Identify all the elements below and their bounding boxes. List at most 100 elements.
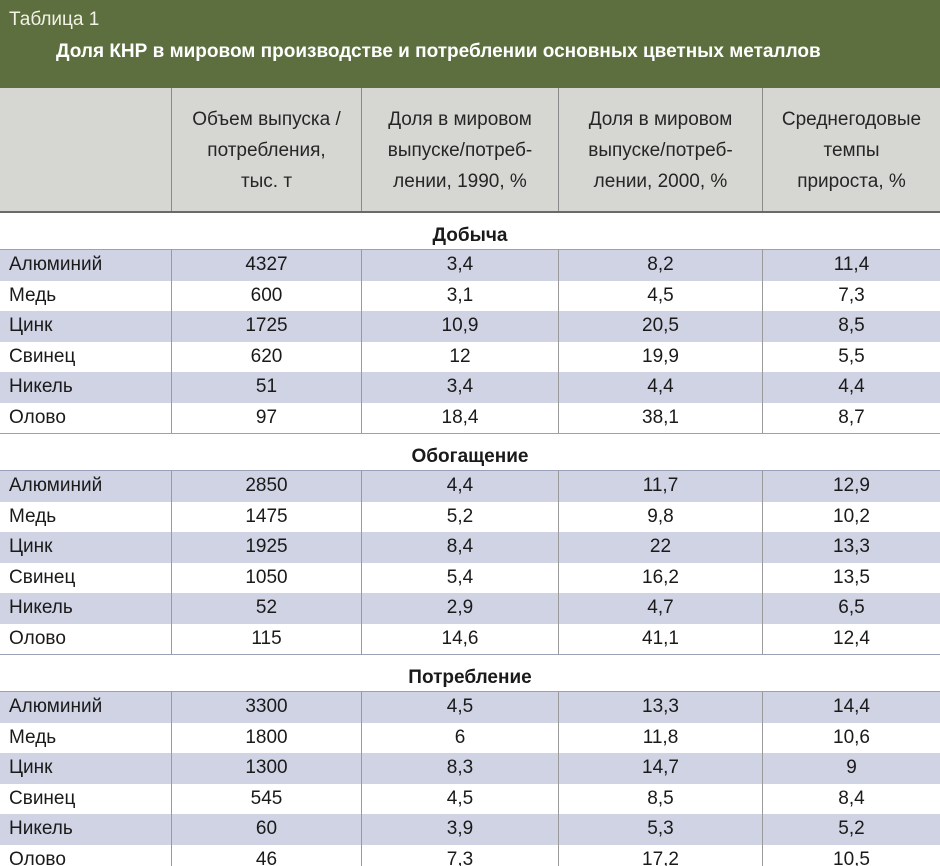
header-cell-volume: Объем выпуска / потребления, тыс. т (192, 108, 341, 192)
cell-share-2000: 4,4 (647, 376, 674, 397)
cell-volume: 4327 (245, 254, 288, 275)
cell-metal: Олово (9, 628, 66, 649)
cell-share-1990: 4,5 (446, 696, 474, 717)
header-divider (361, 88, 362, 212)
header-divider (762, 88, 763, 212)
cell-share-1990: 3,4 (446, 376, 474, 397)
cell-growth-rate: 10,6 (833, 727, 870, 748)
cell-growth-rate: 11,4 (833, 254, 870, 275)
cell-share-2000: 11,7 (642, 475, 679, 496)
cell-volume: 97 (255, 407, 278, 428)
cell-share-1990: 7,3 (446, 849, 474, 866)
cell-share-2000: 9,8 (647, 506, 674, 527)
cell-share-1990: 12 (449, 346, 471, 367)
header-cell-share-2000: Доля в мировом выпуске/потреб- лении, 20… (588, 108, 733, 192)
header-cell-growth-rate: Среднегодовые темпы прироста, % (781, 108, 922, 192)
cell-metal: Алюминий (9, 475, 103, 496)
cell-volume: 2850 (245, 475, 288, 496)
cell-share-1990: 6 (454, 727, 466, 748)
cell-share-2000: 4,7 (647, 597, 674, 618)
cell-share-2000: 16,2 (642, 567, 679, 588)
cell-growth-rate: 6,5 (838, 597, 865, 618)
cell-metal: Олово (9, 849, 66, 866)
table-row: Свинец 620 12 19,9 5,5 (0, 342, 940, 373)
cell-share-1990: 3,1 (446, 285, 474, 306)
cell-share-2000: 14,7 (642, 757, 679, 778)
cell-share-1990: 18,4 (441, 407, 479, 428)
cell-metal: Никель (9, 818, 73, 839)
cell-share-2000: 41,1 (642, 628, 679, 649)
cell-metal: Алюминий (9, 696, 103, 717)
table-row: Свинец 545 4,5 8,5 8,4 (0, 784, 940, 815)
cell-volume: 1050 (245, 567, 288, 588)
cell-metal: Медь (9, 727, 57, 748)
header-divider (558, 88, 559, 212)
cell-share-2000: 20,5 (642, 315, 679, 336)
cell-metal: Свинец (9, 346, 76, 367)
cell-growth-rate: 8,7 (838, 407, 865, 428)
column-divider (171, 250, 172, 433)
table-header-row: Объем выпуска / потребления, тыс. т Доля… (0, 88, 940, 212)
table-row: Алюминий 4327 3,4 8,2 11,4 (0, 250, 940, 281)
cell-metal: Никель (9, 597, 73, 618)
cell-metal: Свинец (9, 788, 76, 809)
column-divider (361, 250, 362, 433)
cell-growth-rate: 12,4 (833, 628, 870, 649)
cell-growth-rate: 9 (846, 757, 857, 778)
cell-share-1990: 4,4 (446, 475, 474, 496)
title-bar: Таблица 1 Доля КНР в мировом производств… (0, 0, 940, 88)
table-number-label: Таблица 1 (9, 9, 100, 30)
cell-share-1990: 8,3 (446, 757, 474, 778)
cell-growth-rate: 5,2 (838, 818, 865, 839)
cell-growth-rate: 14,4 (833, 696, 870, 717)
cell-growth-rate: 12,9 (833, 475, 870, 496)
cell-growth-rate: 4,4 (838, 376, 865, 397)
cell-metal: Цинк (9, 757, 53, 778)
table-row: Никель 60 3,9 5,3 5,2 (0, 814, 940, 845)
cell-growth-rate: 5,5 (838, 346, 865, 367)
column-divider (171, 692, 172, 866)
column-divider (171, 471, 172, 654)
cell-share-2000: 17,2 (642, 849, 679, 866)
cell-growth-rate: 13,5 (833, 567, 870, 588)
section-title: Обогащение (411, 446, 529, 467)
header-cell-metal (0, 88, 171, 212)
cell-share-1990: 5,4 (446, 567, 474, 588)
cell-volume: 1925 (245, 536, 288, 557)
table-row: Олово 46 7,3 17,2 10,5 (0, 845, 940, 866)
section-top-border (0, 249, 940, 250)
cell-share-2000: 8,2 (647, 254, 674, 275)
cell-share-1990: 4,5 (446, 788, 474, 809)
column-divider (558, 250, 559, 433)
section-top-border (0, 470, 940, 471)
cell-volume: 3300 (245, 696, 288, 717)
column-divider (558, 692, 559, 866)
cell-share-2000: 13,3 (642, 696, 679, 717)
cell-share-2000: 5,3 (647, 818, 674, 839)
section-bottom-border (0, 654, 940, 655)
cell-growth-rate: 7,3 (838, 285, 865, 306)
column-divider (762, 692, 763, 866)
cell-share-2000: 8,5 (647, 788, 674, 809)
cell-volume: 545 (250, 788, 283, 809)
section-title: Потребление (408, 667, 532, 688)
cell-share-2000: 22 (649, 536, 672, 557)
column-divider (762, 250, 763, 433)
table-row: Олово 115 14,6 41,1 12,4 (0, 624, 940, 655)
cell-metal: Цинк (9, 315, 53, 336)
column-divider (361, 692, 362, 866)
table-row: Свинец 1050 5,4 16,2 13,5 (0, 563, 940, 594)
cell-share-1990: 3,4 (446, 254, 474, 275)
cell-volume: 115 (251, 628, 282, 649)
cell-growth-rate: 10,2 (833, 506, 870, 527)
cell-metal: Медь (9, 285, 57, 306)
cell-metal: Никель (9, 376, 73, 397)
cell-share-1990: 10,9 (441, 315, 479, 336)
cell-volume: 1475 (245, 506, 288, 527)
cell-share-2000: 4,5 (647, 285, 674, 306)
cell-share-1990: 8,4 (446, 536, 474, 557)
cell-metal: Олово (9, 407, 66, 428)
section-top-border (0, 691, 940, 692)
cell-share-1990: 3,9 (446, 818, 474, 839)
